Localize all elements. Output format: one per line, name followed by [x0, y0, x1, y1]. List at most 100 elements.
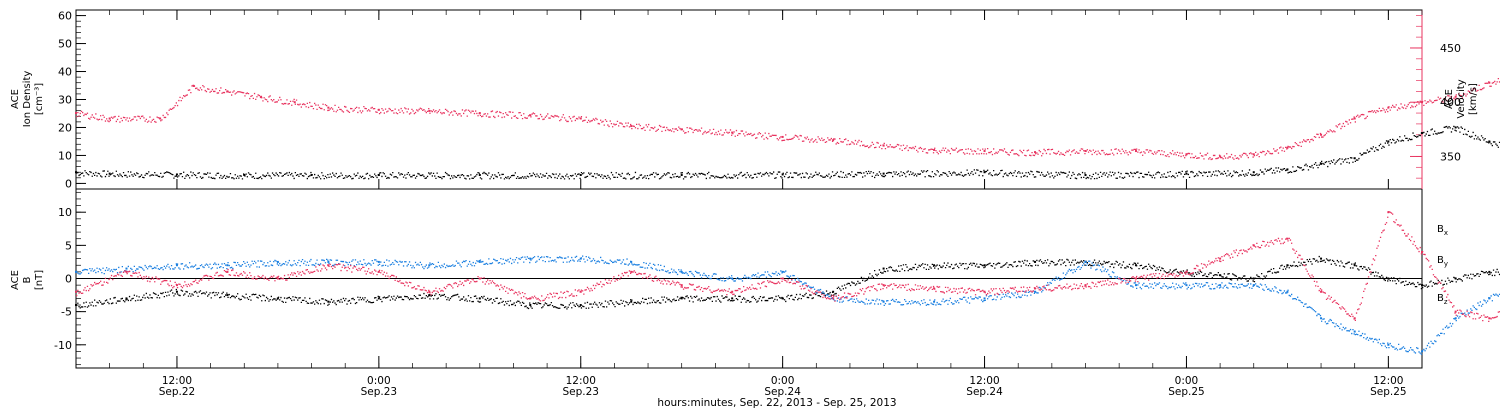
point-1-1-17 [933, 300, 936, 303]
ylabel-top-line1: ACE [10, 89, 21, 109]
point-0-1-21 [1034, 151, 1037, 154]
point-1-2-15 [832, 297, 835, 300]
ytick-label-right-2: 350 [1440, 150, 1461, 163]
ytick-label-top-3: 30 [58, 94, 72, 107]
ylabel-right-line2: Velocity [1456, 79, 1467, 118]
point-0-0-6 [478, 174, 481, 177]
xtick-date-3: Sep.24 [764, 386, 801, 398]
point-1-2-27 [1353, 317, 1356, 320]
point-1-1-12 [680, 270, 683, 273]
xtick-time-1: 0:00 [367, 375, 391, 387]
point-1-0-7 [428, 294, 431, 297]
point-0-1-0 [75, 112, 77, 115]
ylabel-top-line3: [cm⁻³] [34, 83, 45, 115]
point-1-2-16 [882, 284, 885, 287]
point-0-0-8 [680, 174, 683, 177]
point-0-1-15 [731, 131, 734, 134]
series-0-0 [75, 125, 1500, 180]
point-0-0-13 [1185, 172, 1188, 175]
xtick-time-6: 12:00 [1373, 375, 1403, 387]
point-1-2-4 [276, 277, 279, 280]
point-0-1-17 [832, 139, 835, 142]
point-1-0-26 [1320, 257, 1323, 260]
point-0-1-27 [1286, 146, 1289, 149]
point-1-0-18 [983, 264, 986, 267]
point-0-1-30 [1387, 106, 1390, 109]
point-1-2-21 [1134, 277, 1137, 280]
point-1-0-3 [226, 294, 229, 297]
point-0-1-23 [1134, 150, 1137, 153]
scatter-cloud-0-0 [76, 125, 1500, 180]
legend-by: By [1437, 255, 1448, 268]
x-axis-title: hours:minutes, Sep. 22, 2013 - Sep. 25, … [657, 397, 896, 409]
scatter-cloud-0-1 [76, 78, 1500, 161]
series-1-1 [75, 255, 1500, 355]
point-1-0-21 [1134, 264, 1137, 267]
point-1-0-1 [125, 297, 128, 300]
point-1-0-27 [1353, 264, 1356, 267]
point-0-1-1 [108, 117, 111, 120]
point-1-1-7 [428, 264, 431, 267]
point-1-0-9 [529, 304, 532, 307]
point-1-1-25 [1286, 290, 1289, 293]
point-1-1-21 [1134, 284, 1137, 287]
point-0-0-16 [1320, 162, 1323, 165]
point-1-0-10 [579, 304, 582, 307]
point-0-1-24 [1185, 153, 1188, 156]
point-0-0-21 [1488, 140, 1491, 143]
point-0-1-32 [1454, 95, 1457, 98]
point-1-0-29 [1421, 284, 1423, 287]
point-0-0-1 [108, 172, 111, 175]
point-1-2-12 [680, 284, 683, 287]
ylabel-top-line2: Ion Density [22, 71, 33, 128]
point-1-0-2 [175, 290, 178, 293]
point-1-0-17 [933, 264, 936, 267]
point-0-0-2 [175, 173, 178, 176]
point-1-1-30 [1454, 317, 1457, 320]
xtick-date-2: Sep.23 [563, 386, 600, 398]
point-1-1-8 [478, 260, 481, 263]
point-0-0-7 [579, 174, 582, 177]
point-0-0-14 [1252, 171, 1255, 174]
point-0-1-7 [327, 106, 330, 109]
point-1-2-26 [1320, 290, 1323, 293]
point-1-2-7 [428, 290, 431, 293]
point-1-0-4 [276, 297, 279, 300]
point-1-2-2 [175, 284, 178, 287]
point-1-1-22 [1185, 284, 1188, 287]
point-1-0-31 [1488, 270, 1491, 273]
point-0-0-10 [882, 172, 885, 175]
point-1-0-13 [731, 297, 734, 300]
point-0-0-9 [781, 173, 784, 176]
xtick-time-0: 12:00 [162, 375, 192, 387]
xtick-date-0: Sep.22 [159, 386, 196, 398]
minor-ticks [75, 10, 1423, 368]
point-0-1-9 [428, 109, 431, 112]
ytick-label-top-5: 10 [58, 149, 72, 162]
ytick-label-top-1: 50 [58, 38, 72, 51]
ylabel-right-line1: ACE [1444, 89, 1455, 109]
point-1-2-17 [933, 287, 936, 290]
point-1-1-1 [125, 267, 128, 270]
ylabel-bottom-line2: B [22, 276, 33, 283]
ytick-label-top-6: 0 [65, 177, 72, 190]
point-1-1-28 [1387, 343, 1390, 346]
point-0-1-19 [933, 148, 936, 151]
point-1-1-27 [1353, 330, 1356, 333]
point-0-1-13 [630, 125, 633, 128]
point-1-0-6 [377, 297, 380, 300]
xtick-time-4: 12:00 [969, 375, 999, 387]
point-1-2-30 [1454, 310, 1457, 313]
scatter-cloud-1-1 [76, 255, 1500, 355]
legend-bx: Bx [1437, 224, 1448, 237]
xtick-time-5: 0:00 [1175, 375, 1199, 387]
point-0-1-20 [983, 150, 986, 153]
point-1-1-24 [1252, 284, 1255, 287]
ytick-label-bot-1: 5 [65, 239, 72, 252]
ytick-label-top-4: 20 [58, 121, 72, 134]
series-1-0 [75, 255, 1500, 310]
xtick-date-6: Sep.25 [1370, 386, 1407, 398]
point-1-1-2 [175, 264, 178, 267]
point-1-1-10 [579, 257, 582, 260]
legend-bz: Bz [1437, 293, 1448, 306]
